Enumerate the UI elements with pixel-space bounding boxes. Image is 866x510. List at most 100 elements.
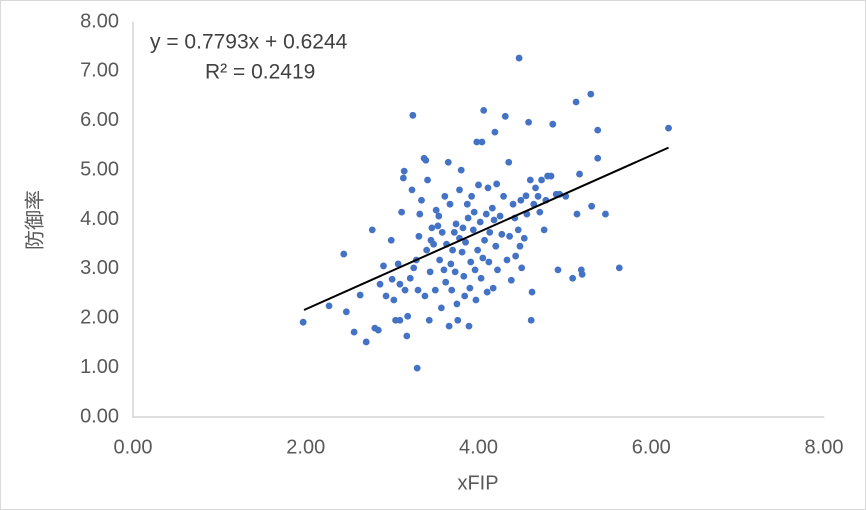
data-point (549, 120, 557, 128)
data-point (527, 316, 535, 324)
data-point (536, 208, 544, 216)
data-point (479, 254, 487, 262)
data-point (481, 236, 488, 244)
data-point (404, 312, 412, 320)
data-point (573, 210, 581, 218)
y-tick-label: 0.00 (80, 405, 119, 427)
data-point (459, 224, 467, 232)
data-point (442, 278, 450, 286)
data-point (480, 106, 488, 114)
data-point (493, 180, 501, 188)
data-point (463, 200, 471, 208)
data-point (398, 208, 406, 216)
data-point (528, 288, 536, 296)
data-point (368, 226, 376, 234)
data-point (450, 228, 458, 236)
y-tick-label: 1.00 (80, 356, 119, 378)
data-point (440, 266, 448, 274)
data-point (468, 192, 475, 200)
data-point (488, 204, 496, 212)
trendline-r2: R² = 0.2419 (205, 61, 315, 84)
data-point (665, 124, 672, 132)
x-tick-label: 0.00 (114, 436, 153, 458)
y-tick-label: 2.00 (80, 307, 119, 329)
data-point (376, 280, 384, 288)
data-point (538, 176, 545, 184)
data-point (406, 274, 414, 282)
data-point (452, 220, 460, 228)
data-point (350, 328, 358, 336)
data-point (449, 246, 456, 254)
data-point (483, 288, 491, 296)
data-point (448, 286, 456, 294)
data-point (578, 270, 586, 278)
x-tick-label: 4.00 (459, 436, 498, 458)
data-point (594, 126, 602, 134)
data-point (457, 166, 465, 174)
data-point (409, 111, 417, 119)
data-point (416, 210, 424, 218)
data-point (325, 302, 333, 310)
data-point (515, 54, 523, 62)
data-point (388, 275, 396, 283)
data-point (471, 266, 479, 274)
data-point (380, 262, 387, 270)
data-point (514, 226, 522, 234)
data-point (444, 158, 452, 166)
data-point (485, 258, 493, 266)
data-point (401, 286, 409, 294)
data-point (490, 216, 498, 224)
data-point (422, 156, 430, 164)
data-point (572, 98, 580, 106)
data-point (410, 264, 418, 272)
data-point (446, 200, 454, 208)
data-point (532, 184, 539, 192)
trendline (303, 146, 669, 311)
data-point (554, 266, 562, 274)
data-point (484, 184, 492, 192)
data-point (394, 260, 402, 268)
data-point (356, 291, 364, 299)
data-point (436, 256, 444, 264)
data-point (470, 208, 478, 216)
data-point (432, 206, 440, 214)
data-point (428, 224, 436, 232)
data-point (500, 192, 507, 200)
data-point (374, 326, 382, 334)
data-point (464, 214, 472, 222)
data-point (460, 272, 468, 280)
data-point (465, 322, 473, 330)
x-tick-label: 6.00 (632, 436, 671, 458)
data-point (434, 222, 442, 230)
data-point (423, 246, 431, 254)
data-point (489, 284, 497, 292)
data-point (387, 236, 395, 244)
data-point (512, 252, 520, 260)
data-point (476, 218, 484, 226)
data-point (441, 192, 449, 200)
data-point (451, 268, 459, 276)
data-point (413, 364, 421, 372)
data-point (390, 296, 398, 304)
data-point (342, 308, 350, 316)
data-point (454, 316, 462, 324)
data-point (525, 118, 532, 126)
data-point (486, 228, 494, 236)
data-point (569, 274, 577, 282)
data-point (540, 226, 548, 234)
data-point (501, 112, 509, 120)
data-point (340, 250, 348, 258)
data-point (587, 90, 595, 98)
data-point (517, 196, 525, 204)
y-tick-label: 5.00 (80, 158, 119, 180)
data-point (461, 292, 469, 300)
data-point (421, 292, 429, 300)
data-point (588, 202, 596, 210)
y-tick-label: 3.00 (80, 257, 119, 279)
y-tick-label: 8.00 (80, 10, 119, 32)
y-tick-label: 4.00 (80, 208, 119, 230)
y-tick-label: 7.00 (80, 60, 119, 82)
data-point (518, 264, 526, 272)
data-point (503, 256, 511, 264)
